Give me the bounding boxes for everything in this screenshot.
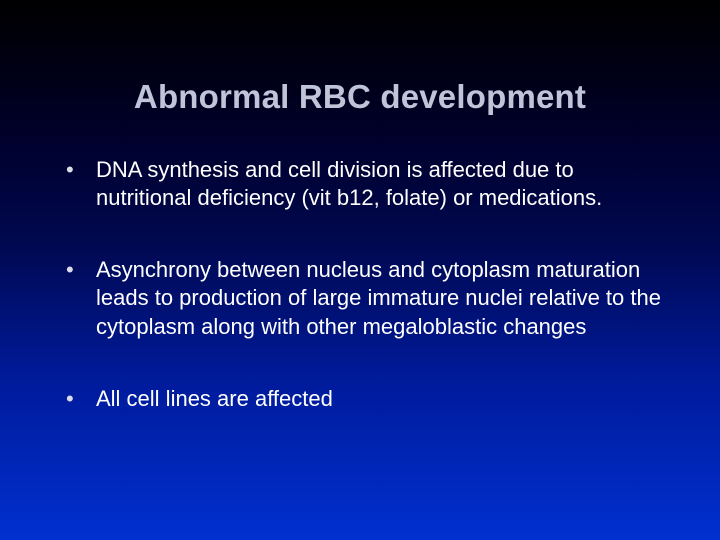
- list-item: DNA synthesis and cell division is affec…: [60, 156, 672, 212]
- slide: Abnormal RBC development DNA synthesis a…: [0, 0, 720, 540]
- list-item: All cell lines are affected: [60, 385, 672, 413]
- bullet-text: Asynchrony between nucleus and cytoplasm…: [96, 257, 661, 338]
- bullet-list: DNA synthesis and cell division is affec…: [0, 156, 720, 413]
- bullet-text: DNA synthesis and cell division is affec…: [96, 157, 602, 210]
- list-item: Asynchrony between nucleus and cytoplasm…: [60, 256, 672, 340]
- bullet-text: All cell lines are affected: [96, 386, 333, 411]
- slide-title: Abnormal RBC development: [0, 0, 720, 156]
